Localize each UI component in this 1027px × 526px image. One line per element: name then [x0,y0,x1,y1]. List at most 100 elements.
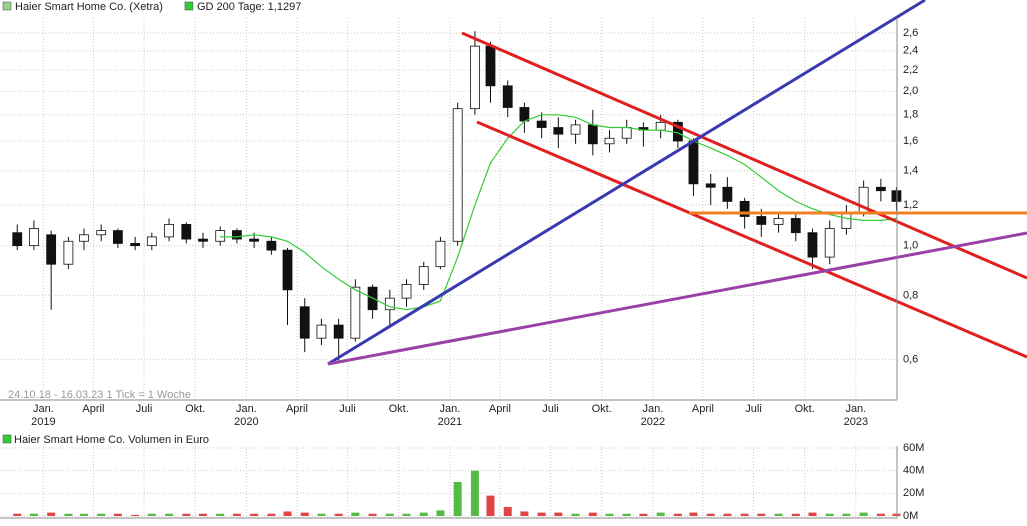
volume-bar [537,512,546,516]
candle-body [79,234,89,242]
x-tick-label: Juli [542,403,559,415]
volume-bar [892,513,901,516]
candle-body [519,107,530,122]
volume-bar [453,482,462,516]
y-tick-label: 2,0 [903,85,918,97]
candle-body [570,124,581,135]
grid [0,18,897,518]
candle-body [282,249,293,291]
x-tick-label: Jan. [845,403,866,415]
candle-body [739,200,750,217]
candle-body [621,127,632,139]
y-tick-label: 1,0 [903,240,918,252]
candle-body [130,243,141,247]
y-tick-label: 2,2 [903,64,918,76]
x-tick-label: Jan. [33,403,54,415]
volume-bar [842,513,851,516]
volume-bar [656,512,665,516]
x-tick-label: Juli [745,403,762,415]
volume-bar [402,513,411,516]
candle-body [46,234,57,265]
volume-bar [29,513,38,516]
volume-bar [706,513,715,516]
x-tick-label: April [692,403,714,415]
volume-bar [436,510,445,516]
volume-bar [283,511,292,516]
x-tick-label: April [489,403,511,415]
volume-bar [723,513,732,516]
volume-bar [334,513,343,516]
candle-body [164,224,174,238]
volume-bar [267,513,276,516]
legend-key [2,1,12,11]
y-tick-label: 0,6 [903,353,918,365]
candle-body [112,230,123,244]
volume-bar [486,495,495,516]
x-tick-label: Okt. [389,403,409,415]
trend-lines [327,0,1027,366]
candle-body [29,228,39,247]
y-tick-label: 2,6 [903,27,918,39]
volume-bar [571,513,580,516]
candle-body [418,266,429,285]
candle-body [536,120,547,128]
x-tick-label: Jan. [642,403,663,415]
candle-body [587,124,598,145]
y-tick-label: 20M [903,487,924,499]
candle-body [773,218,784,225]
candle-body [722,186,733,202]
legend-key [184,1,194,11]
volume-bar [859,512,868,516]
volume-bar [300,512,309,516]
candle-body [12,232,23,247]
y-tick-label: 1,6 [903,135,918,147]
volume-bar [876,513,885,516]
volume-bar [250,513,259,516]
volume-bar [79,513,88,516]
volume-bar [520,511,529,516]
volume-bar [673,513,682,516]
candle-body [452,108,463,242]
volume-bar [182,513,191,516]
volume-bar [216,513,225,516]
candle-body [198,238,208,242]
candle-body [705,183,716,188]
volume-bar [757,513,766,516]
y-tick-label: 40M [903,465,924,477]
volume-bar [385,513,394,516]
candle-body [384,297,395,311]
legend-label: Haier Smart Home Co. (Xetra) [15,1,163,13]
volume-bar [554,512,563,516]
candle-body [841,212,852,229]
y-tick-label: 60M [903,442,924,454]
candle-body [401,284,412,299]
trend-line [327,231,1027,366]
x-tick-label: Juli [136,403,153,415]
x-year-label: 2021 [438,416,462,428]
volume-bar [588,512,597,516]
volume-bar [740,513,749,516]
x-year-label: 2019 [31,416,55,428]
x-tick-label: Okt. [592,403,612,415]
x-tick-label: Juli [339,403,356,415]
trend-line [327,0,926,366]
x-year-label: 2022 [641,416,665,428]
x-year-label: 2020 [234,416,258,428]
volume-title: Haier Smart Home Co. Volumen in Euro [14,434,209,446]
volume-bar [808,512,817,516]
volume-bar [605,513,614,516]
y-tick-label: 2,4 [903,45,918,57]
candle-body [553,127,564,135]
candle-body [756,216,767,225]
candle-body [604,137,615,145]
candle-body [688,140,699,185]
candle-body [299,306,310,339]
y-tick-label: 0,8 [903,289,918,301]
x-tick-label: Jan. [236,403,257,415]
candle-body [333,324,344,339]
volume-bar [639,513,648,516]
x-tick-label: Okt. [185,403,205,415]
candle-body [435,240,446,268]
volume-bar [689,512,698,516]
